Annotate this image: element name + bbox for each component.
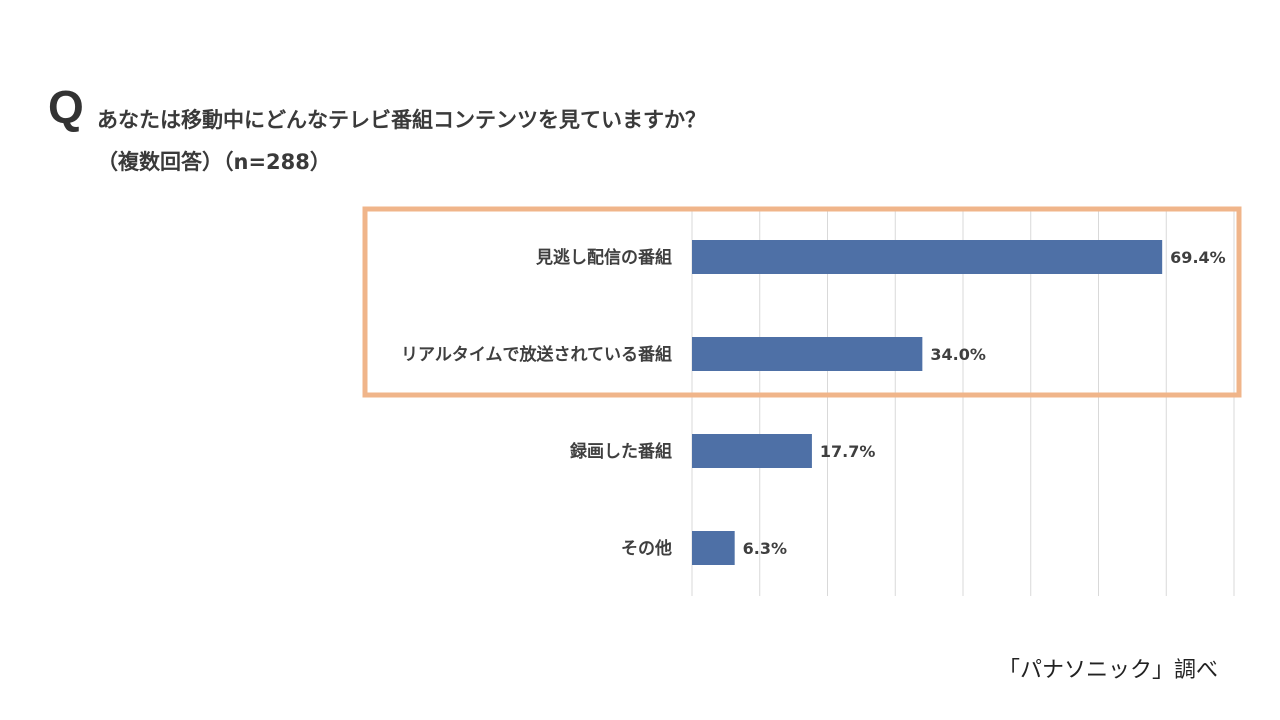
bar bbox=[692, 240, 1163, 274]
highlight-box bbox=[362, 206, 1242, 398]
value-label: 6.3% bbox=[743, 539, 787, 558]
question-text: あなたは移動中にどんなテレビ番組コンテンツを見ていますか？ bbox=[97, 108, 706, 132]
value-label: 17.7% bbox=[820, 442, 876, 461]
category-label: 見逃し配信の番組 bbox=[535, 247, 672, 268]
bar bbox=[692, 531, 735, 565]
bar bbox=[692, 434, 812, 468]
source-note: 「パナソニック」調べ bbox=[998, 658, 1219, 683]
value-label: 34.0% bbox=[930, 345, 986, 364]
question-subtitle: （複数回答）（n=288） bbox=[97, 150, 331, 174]
value-label: 69.4% bbox=[1170, 248, 1226, 267]
category-label: その他 bbox=[621, 538, 672, 559]
category-label: リアルタイムで放送されている番組 bbox=[401, 344, 672, 365]
category-label: 録画した番組 bbox=[570, 441, 672, 462]
bar bbox=[692, 337, 923, 371]
question-mark: Q bbox=[48, 81, 84, 133]
